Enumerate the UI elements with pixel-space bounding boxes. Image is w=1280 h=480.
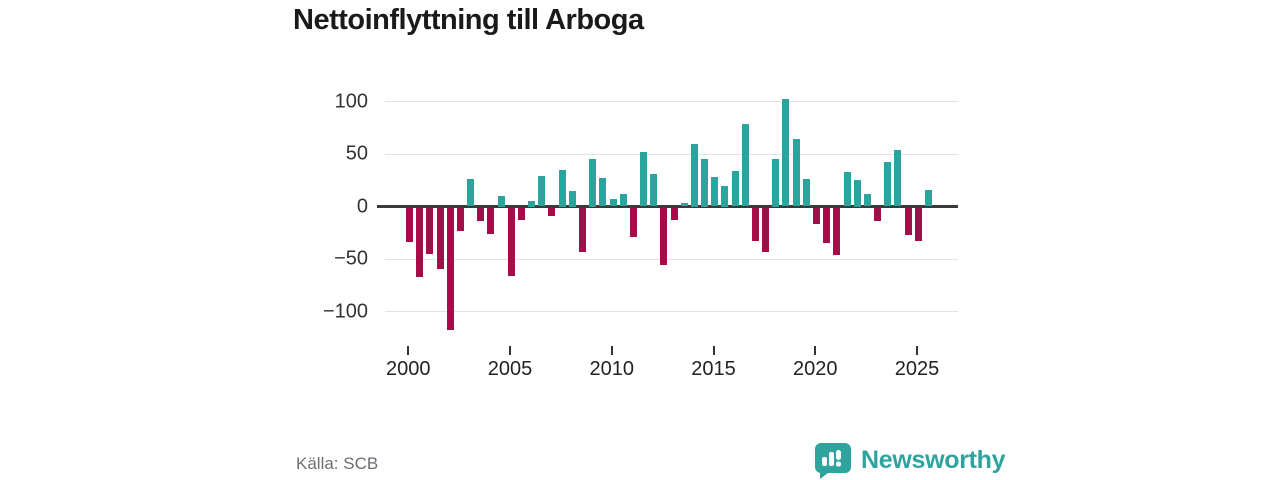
newsworthy-logo-icon [814,443,851,479]
chart-bar-2002-H2 [456,208,464,232]
y-axis-label: 0 [356,195,368,217]
chart-bar-2004-H1 [487,208,495,235]
chart-bar-2016-H2 [741,123,749,207]
gridline-y50 [385,153,958,155]
chart-bar-2015-H1 [711,177,719,207]
x-axis-label-2025: 2025 [894,358,940,380]
chart-bar-2000-H1 [406,208,413,242]
chart-bar-2001-H2 [436,208,444,269]
chart-bar-2019-H2 [802,179,810,207]
x-axis-label-2010: 2010 [589,358,635,380]
chart-bar-2016-H1 [731,170,739,207]
chart-bar-2018-H2 [782,99,790,207]
chart-bar-2023-H2 [884,162,892,207]
chart-bar-2010-H1 [609,199,617,207]
chart-bar-2003-H1 [467,179,475,207]
chart-bar-2008-H1 [568,190,576,207]
y-axis-label: 100 [334,90,368,112]
chart-bar-2023-H1 [874,208,882,221]
chart-bar-2007-H1 [548,208,556,217]
chart-bar-2014-H1 [690,143,698,207]
chart-bar-2019-H1 [792,139,800,207]
chart-bar-2009-H2 [599,178,607,207]
chart-bar-2006-H2 [538,176,546,207]
chart-bar-2020-H2 [823,208,831,243]
chart-bar-2009-H1 [589,159,597,207]
chart-bar-2020-H1 [813,208,820,224]
x-axis-tick-2005 [509,346,512,355]
x-axis-label-2020: 2020 [793,358,838,380]
gridline-y-50 [385,258,958,260]
newsworthy-logo-text: Newsworthy [861,446,1006,474]
x-axis-label-2015: 2015 [691,358,736,380]
chart-bar-2012-H1 [650,173,658,207]
chart-bar-2021-H1 [833,208,841,256]
x-axis-label-2000: 2000 [386,358,431,380]
y-axis-label: −50 [334,247,368,270]
x-axis-tick-2000 [407,346,410,355]
chart-bar-2013-H2 [680,203,688,207]
chart-bar-2003-H2 [477,208,485,221]
chart-bar-2025-H1 [914,208,922,241]
chart-bar-2000-H2 [416,208,424,278]
x-axis-tick-2010 [610,346,613,355]
chart-bar-2018-H1 [772,159,780,207]
newsworthy-logo: Newsworthy [814,442,1006,479]
chart-title: Nettoinflyttning till Arboga [293,4,644,36]
chart-bar-2011-H1 [629,208,637,238]
chart-bar-2006-H1 [528,201,536,207]
chart-bar-2022-H2 [863,193,871,207]
chart-bar-2017-H2 [762,208,770,253]
y-axis-label: 50 [345,142,368,165]
chart-bar-2021-H2 [843,171,851,207]
chart-bar-2014-H2 [701,159,709,207]
chart-bar-2007-H2 [558,169,566,207]
gridline-y100 [385,101,958,102]
source-note: Källa: SCB [296,454,379,473]
x-axis-tick-2025 [916,346,919,355]
chart-bar-2015-H2 [721,185,729,207]
chart-bar-2001-H1 [426,208,434,255]
x-axis-tick-2020 [814,346,817,355]
chart-bar-2002-H1 [446,208,454,330]
gridline-y-100 [385,311,958,312]
chart-bar-2022-H1 [853,180,861,207]
chart-bar-2005-H1 [507,208,515,277]
chart-bar-2024-H1 [894,149,902,207]
chart-bar-2010-H2 [619,193,627,207]
chart-bar-2013-H1 [670,208,678,220]
chart-bar-2008-H2 [578,208,586,253]
chart-bar-2005-H2 [517,208,525,220]
chart-bar-2012-H2 [660,208,668,265]
x-axis-tick-2015 [712,346,715,355]
chart-bar-2011-H2 [640,151,648,207]
chart-bar-2024-H2 [904,208,912,236]
chart-bar-2025-H2 [924,189,932,207]
x-axis-label-2005: 2005 [487,358,533,380]
chart-bar-2004-H2 [497,196,505,207]
zero-axis-line [377,205,958,208]
chart-bar-2017-H1 [751,208,759,241]
y-axis-label: −100 [322,300,368,322]
